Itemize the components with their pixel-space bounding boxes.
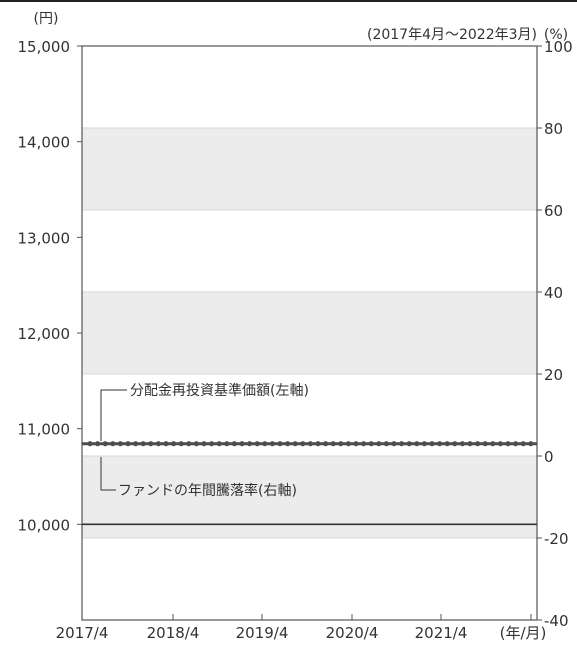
annual-return-point: [437, 441, 443, 447]
right-tick-label: 0: [544, 448, 554, 466]
annual-return-point: [406, 441, 412, 447]
annual-return-point: [231, 441, 237, 447]
annual-return-point: [345, 441, 351, 447]
annual-return-point: [338, 441, 344, 447]
x-tick-label: 2021/4: [415, 624, 468, 642]
background-bands: [82, 128, 537, 538]
annual-return-point: [330, 441, 336, 447]
annual-return-point: [361, 441, 367, 447]
annual-callout-line: [100, 457, 116, 491]
annual-return-point: [444, 441, 450, 447]
annual-return-point: [475, 441, 481, 447]
chart-period: (2017年4月～2022年3月): [367, 27, 537, 43]
annual-return-point: [383, 441, 389, 447]
top-rule: [0, 0, 577, 2]
x-tick-label: 2018/4: [147, 624, 200, 642]
right-tick-label: -20: [544, 530, 569, 548]
gridlines: [82, 127, 537, 539]
annual-return-point: [125, 441, 131, 447]
left-tick-label: 10,000: [18, 516, 71, 534]
x-tick-label: 2019/4: [236, 624, 289, 642]
x-tick-label: 2020/4: [326, 624, 379, 642]
annual-return-point: [269, 441, 275, 447]
left-tick-label: 13,000: [18, 229, 71, 247]
right-tick-label: 80: [544, 120, 563, 138]
annual-return-point: [140, 441, 146, 447]
right-tick-label: 40: [544, 284, 563, 302]
annual-return-point: [505, 441, 511, 447]
annual-return-point: [178, 441, 184, 447]
annual-return-point: [148, 441, 154, 447]
annual-return-point: [391, 441, 397, 447]
annual-return-point: [421, 441, 427, 447]
annual-return-point: [490, 441, 496, 447]
annual-return-point: [482, 441, 488, 447]
annual-return-point: [307, 441, 313, 447]
annual-return-point: [467, 441, 473, 447]
annual-return-point: [163, 441, 169, 447]
annual-return-point: [155, 441, 161, 447]
annual-return-point: [262, 441, 268, 447]
annual-return-point: [323, 441, 329, 447]
x-axis-ticks: 2017/4 2018/4 2019/4 2020/4 2021/4: [56, 614, 532, 642]
right-tick-label: 20: [544, 366, 563, 384]
annual-return-point: [399, 441, 405, 447]
annual-return-point: [520, 441, 526, 447]
annual-return-point: [429, 441, 435, 447]
nav-annotation: 分配金再投資基準価額(左軸): [130, 382, 309, 399]
left-tick-label: 12,000: [18, 325, 71, 343]
annual-return-point: [315, 441, 321, 447]
annual-return-point: [414, 441, 420, 447]
annual-return-point: [277, 441, 283, 447]
annual-annotation: ファンドの年間騰落率(右軸): [118, 482, 297, 499]
annual-return-point: [247, 441, 253, 447]
x-tick-label: 2017/4: [56, 624, 109, 642]
annual-return-point: [513, 441, 519, 447]
annual-return-point: [209, 441, 215, 447]
annual-return-point: [95, 441, 101, 447]
annual-return-point: [186, 441, 192, 447]
annual-return-point: [87, 441, 93, 447]
shaded-band: [82, 128, 537, 210]
annual-return-point: [292, 441, 298, 447]
annual-return-point: [368, 441, 374, 447]
annual-return-point: [239, 441, 245, 447]
right-tick-label: 100: [544, 38, 573, 56]
annual-return-point: [254, 441, 260, 447]
right-axis-ticks: -40 -20 0 20 40 60 80 100: [537, 38, 573, 630]
annual-return-point: [452, 441, 458, 447]
annual-return-point: [171, 441, 177, 447]
right-tick-label: -40: [544, 612, 569, 630]
annual-return-point: [193, 441, 199, 447]
annual-return-point: [353, 441, 359, 447]
series-layer: [82, 441, 537, 526]
nav-callout-line: [100, 389, 127, 441]
right-axis-unit: (%): [544, 27, 568, 43]
left-tick-label: 15,000: [18, 38, 71, 56]
left-axis-ticks: 10,000 11,000 12,000 13,000 14,000 15,000: [18, 38, 82, 534]
annual-return-point: [528, 441, 534, 447]
annual-return-point: [285, 441, 291, 447]
annual-return-point: [110, 441, 116, 447]
left-tick-label: 14,000: [18, 134, 71, 152]
annual-return-point: [497, 441, 503, 447]
annual-return-point: [459, 441, 465, 447]
annual-return-point: [224, 441, 230, 447]
left-tick-label: 11,000: [18, 421, 71, 439]
right-tick-label: 60: [544, 202, 563, 220]
shaded-band: [82, 292, 537, 374]
annual-return-point: [201, 441, 207, 447]
left-axis-unit: (円): [34, 11, 59, 27]
annual-return-point: [117, 441, 123, 447]
annual-return-point: [133, 441, 139, 447]
annual-return-point: [376, 441, 382, 447]
annual-return-point: [216, 441, 222, 447]
x-axis-unit: (年/月): [500, 624, 547, 642]
annual-return-point: [300, 441, 306, 447]
annual-return-point: [102, 441, 108, 447]
